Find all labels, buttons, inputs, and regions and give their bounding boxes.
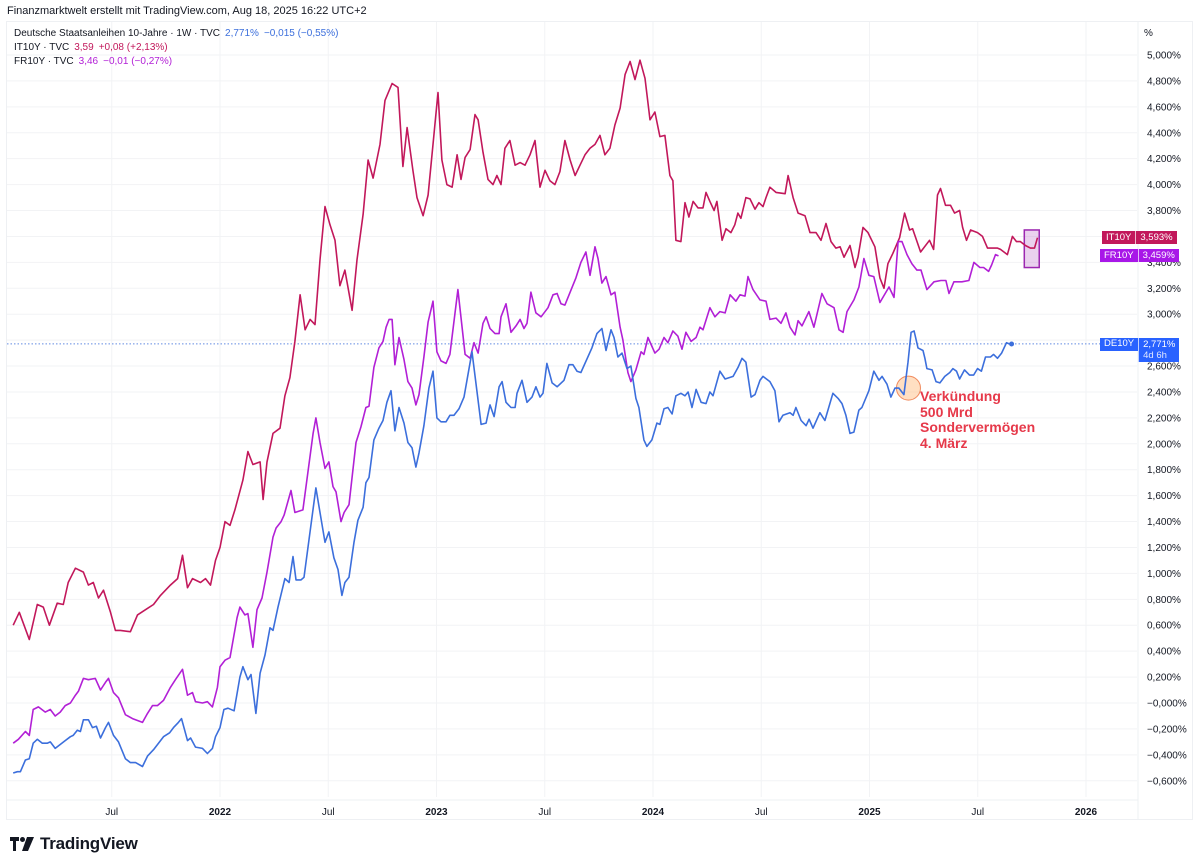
last-point-marker	[1009, 341, 1015, 347]
series-line-it10y[interactable]	[12, 59, 1039, 641]
legend-value: 2,771%	[225, 28, 259, 39]
y-tick-label: 1,000%	[1147, 569, 1181, 580]
legend-row-de10y[interactable]: Deutsche Staatsanleihen 10-Jahre · 1W · …	[14, 27, 338, 41]
grid	[7, 22, 1137, 797]
price-tag-de10y: DE10Y 2,771% 4d 6h	[1100, 338, 1180, 362]
annotation-text: Verkündung 500 Mrd Sondervermögen 4. Mär…	[920, 388, 1036, 451]
y-tick-label: 3,800%	[1147, 206, 1181, 217]
chart-credit: Finanzmarktwelt erstellt mit TradingView…	[7, 5, 367, 17]
series-line-de10y[interactable]	[12, 327, 1010, 774]
y-tick-label: 3,000%	[1147, 310, 1181, 321]
legend-row-fr10y[interactable]: FR10Y · TVC 3,46 −0,01 (−0,27%)	[14, 55, 338, 69]
y-tick-label: 4,000%	[1147, 180, 1181, 191]
x-tick-label: 2023	[425, 807, 448, 818]
x-tick-label: Jul	[755, 807, 768, 818]
y-tick-label: 0,200%	[1147, 673, 1181, 684]
y-tick-label: 4,200%	[1147, 154, 1181, 165]
x-axis: Jul 2022 Jul 2023 Jul 2024 Jul 2025 Jul 2026	[6, 799, 1138, 818]
y-tick-label: 3,200%	[1147, 284, 1181, 295]
x-tick-label: Jul	[322, 807, 335, 818]
price-tag-fr10y: FR10Y 3,459%	[1100, 249, 1179, 262]
annotation-line: 500 Mrd	[920, 403, 973, 420]
legend-value: 3,59	[74, 42, 94, 53]
y-tick-label: 0,400%	[1147, 647, 1181, 658]
price-tag-it10y: IT10Y 3,593%	[1102, 231, 1177, 244]
y-tick-label: −0,200%	[1147, 724, 1187, 735]
legend: Deutsche Staatsanleihen 10-Jahre · 1W · …	[14, 27, 338, 69]
axis-unit-label[interactable]: %	[1144, 28, 1153, 39]
y-axis: 5,000% 4,800% 4,600% 4,400% 4,200% 4,000% 3,80…	[1137, 22, 1187, 820]
annotation-line: 4. März	[920, 434, 968, 451]
y-tick-label: 1,800%	[1147, 465, 1181, 476]
annotation-line: Verkündung	[920, 388, 1001, 404]
x-tick-label: 2022	[209, 807, 232, 818]
y-tick-label: 1,200%	[1147, 543, 1181, 554]
tradingview-logo[interactable]: TradingView	[10, 834, 138, 854]
legend-value: 3,46	[78, 56, 99, 67]
y-tick-label: 0,800%	[1147, 595, 1181, 606]
chart-frame	[6, 21, 1193, 820]
x-tick-label: Jul	[971, 807, 984, 818]
x-tick-label: Jul	[105, 807, 118, 818]
x-tick-label: 2026	[1075, 807, 1098, 818]
y-tick-label: 1,400%	[1147, 517, 1181, 528]
legend-symbol: Deutsche Staatsanleihen 10-Jahre · 1W · …	[14, 28, 221, 39]
series-layer	[12, 59, 1039, 774]
legend-symbol: IT10Y · TVC	[14, 42, 70, 53]
y-tick-label: 0,600%	[1147, 621, 1181, 632]
y-tick-label: 1,600%	[1147, 491, 1181, 502]
annotation-line: Sondervermögen	[920, 419, 1036, 435]
x-tick-label: 2024	[642, 807, 665, 818]
y-tick-label: 4,400%	[1147, 128, 1181, 139]
price-tag-value: 2,771%	[1143, 339, 1176, 350]
price-tag-value: 3,593%	[1135, 231, 1177, 244]
price-tag-value-block: 2,771% 4d 6h	[1138, 338, 1180, 362]
legend-change: +0,08 (+2,13%)	[98, 42, 168, 53]
y-tick-label: −0,000%	[1147, 699, 1187, 710]
legend-change: −0,01 (−0,27%)	[103, 56, 173, 67]
legend-row-it10y[interactable]: IT10Y · TVC 3,59 +0,08 (+2,13%)	[14, 41, 338, 55]
price-tag-name: DE10Y	[1100, 338, 1139, 351]
y-tick-label: 3,400%	[1147, 258, 1181, 269]
tradingview-logo-icon	[10, 837, 34, 851]
series-line-fr10y[interactable]	[12, 240, 999, 744]
price-tag-countdown: 4d 6h	[1143, 350, 1167, 361]
y-tick-label: 2,400%	[1147, 387, 1181, 398]
price-tag-value: 3,459%	[1137, 249, 1179, 262]
y-tick-label: −0,600%	[1147, 776, 1187, 787]
x-tick-label: 2025	[858, 807, 881, 818]
annotations-layer	[895, 229, 1040, 401]
y-tick-label: 4,600%	[1147, 102, 1181, 113]
logo-text: TradingView	[40, 834, 138, 853]
y-tick-label: 2,000%	[1147, 439, 1181, 450]
y-tick-label: 2,600%	[1147, 362, 1181, 373]
legend-symbol: FR10Y · TVC	[14, 56, 74, 67]
y-tick-label: −0,400%	[1147, 750, 1187, 761]
y-tick-label: 2,200%	[1147, 413, 1181, 424]
price-tag-name: FR10Y	[1100, 249, 1138, 262]
y-tick-label: 5,000%	[1147, 51, 1181, 62]
x-tick-label: Jul	[538, 807, 551, 818]
legend-change: −0,015 (−0,55%)	[263, 28, 339, 39]
price-tag-name: IT10Y	[1102, 231, 1136, 244]
annotation-circle[interactable]	[895, 375, 921, 401]
y-tick-label: 4,800%	[1147, 76, 1181, 87]
